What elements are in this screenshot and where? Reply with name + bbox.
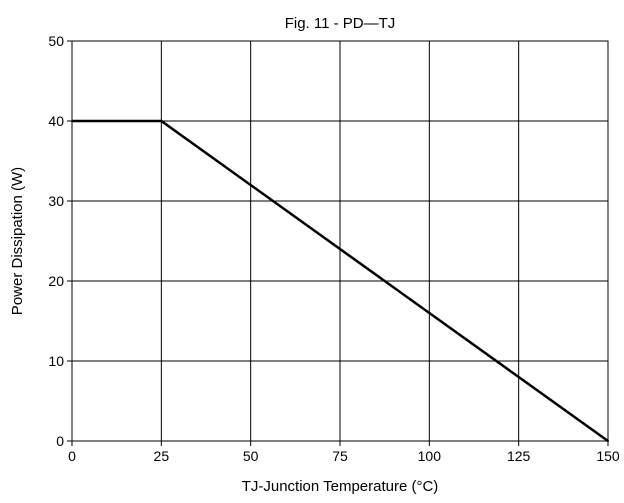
y-tick-label: 30 <box>48 193 64 209</box>
x-tick-label: 125 <box>507 448 531 464</box>
data-point <box>607 440 609 442</box>
y-tick-label: 0 <box>56 433 64 449</box>
tick-layer: 0 25 50 75 100 125 150 0 10 20 30 40 50 <box>48 33 619 464</box>
data-point <box>71 120 73 122</box>
x-tick-label: 25 <box>154 448 170 464</box>
x-tick-label: 75 <box>332 448 348 464</box>
series-layer <box>71 119 609 443</box>
chart-title: Fig. 11 - PD—TJ <box>285 15 396 32</box>
y-tick-label: 10 <box>48 353 64 369</box>
data-point <box>160 120 163 122</box>
x-axis-label: TJ-Junction Temperature (°C) <box>242 478 439 495</box>
x-tick-label: 0 <box>68 448 76 464</box>
y-tick-label: 40 <box>48 113 64 129</box>
y-axis-label: Power Dissipation (W) <box>9 167 26 315</box>
x-tick-label: 100 <box>418 448 442 464</box>
x-tick-label: 150 <box>596 448 620 464</box>
y-tick-label: 20 <box>48 273 64 289</box>
grid-layer <box>72 41 608 441</box>
x-tick-label: 50 <box>243 448 259 464</box>
y-tick-label: 50 <box>48 33 64 49</box>
